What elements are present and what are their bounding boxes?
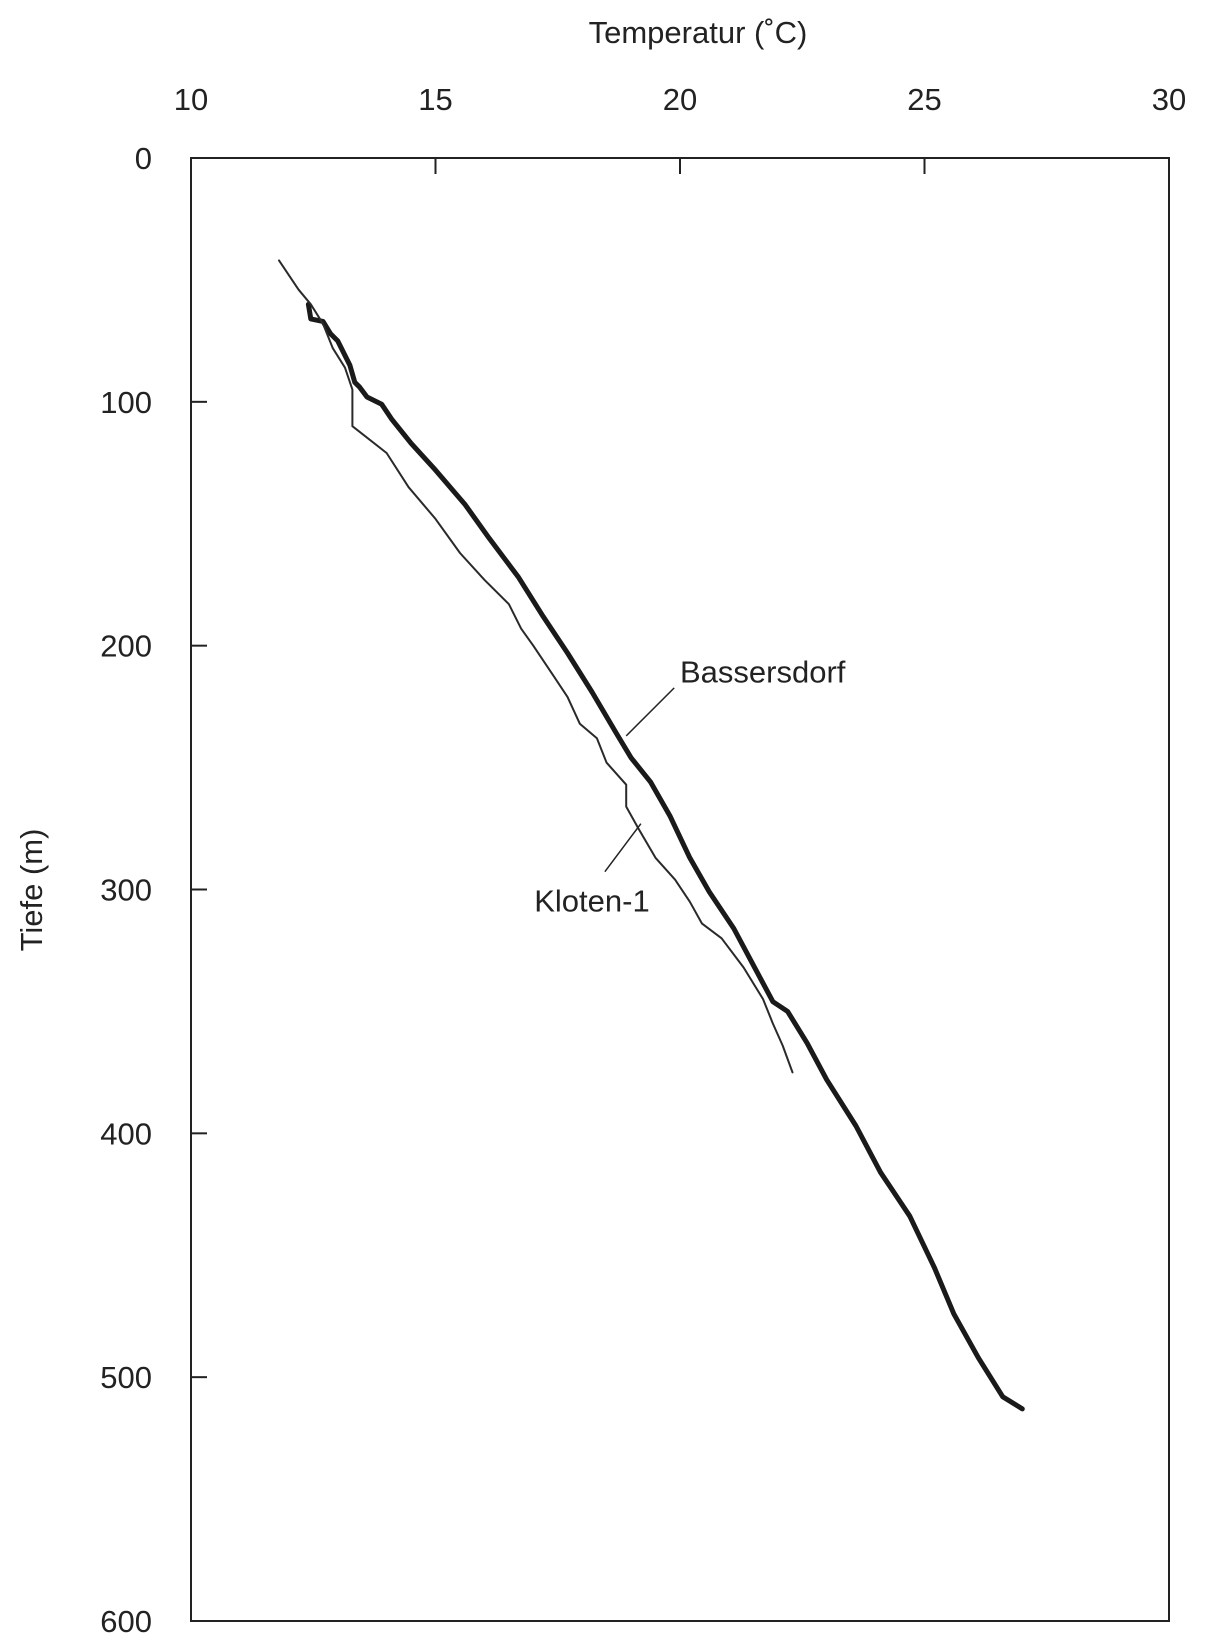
x-axis: 10 15 20 25 30 <box>174 82 1186 174</box>
leader-line-kloten-1 <box>604 823 642 873</box>
y-axis: 0 100 200 300 400 500 600 <box>100 141 207 1639</box>
x-tick-label: 20 <box>663 82 697 117</box>
series-label-kloten-1: Kloten-1 <box>534 884 649 919</box>
y-tick-label: 0 <box>135 141 152 176</box>
series-label-bassersdorf: Bassersdorf <box>680 654 846 689</box>
y-tick-label: 100 <box>100 385 152 420</box>
y-tick-label: 500 <box>100 1360 152 1395</box>
y-axis-title: Tiefe (m) <box>14 829 49 952</box>
leader-line-bassersdorf <box>625 687 675 737</box>
x-tick-label: 15 <box>418 82 452 117</box>
x-tick-label: 10 <box>174 82 208 117</box>
series-line-kloten-1 <box>278 259 794 1074</box>
series-layer <box>278 259 1025 1412</box>
x-tick-label: 30 <box>1152 82 1186 117</box>
plot-frame <box>190 157 1170 1622</box>
y-tick-label: 300 <box>100 873 152 908</box>
y-tick-label: 400 <box>100 1116 152 1151</box>
series-line-bassersdorf <box>305 301 1025 1412</box>
x-axis-title: Temperatur (˚C) <box>589 15 808 50</box>
x-tick-label: 25 <box>907 82 941 117</box>
annotation-layer: Bassersdorf Kloten-1 <box>534 654 846 918</box>
y-tick-label: 600 <box>100 1604 152 1638</box>
y-tick-label: 200 <box>100 629 152 664</box>
